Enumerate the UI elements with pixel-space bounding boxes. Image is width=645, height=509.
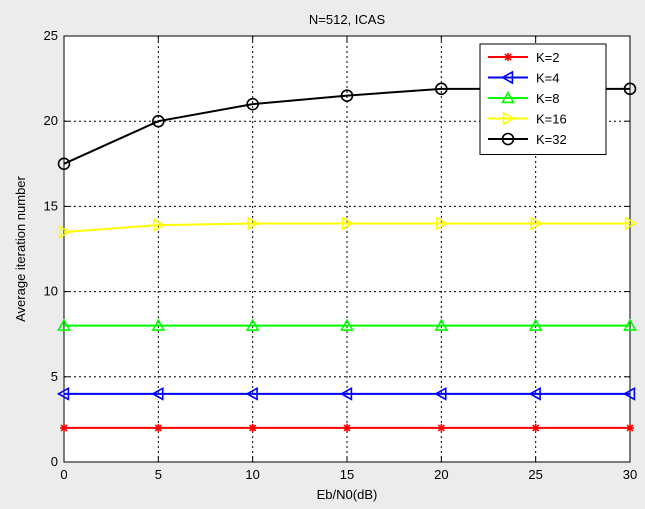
series-k-16 [58,216,638,239]
series-layer [56,82,638,432]
marker-stroke [437,423,446,432]
legend-marker [504,53,512,61]
legend-label: K=4 [536,71,560,86]
marker-stroke [60,423,68,432]
legend-label: K=16 [536,112,567,127]
data-point [343,423,351,432]
data-point [626,423,634,432]
x-axis-label: Eb/N0(dB) [317,487,378,502]
legend-marker [501,90,515,104]
data-point [528,318,543,331]
data-point [151,386,164,401]
legend-item: K=8 [488,90,560,106]
data-point [153,218,166,233]
data-point [56,386,70,401]
data-point [247,216,260,231]
data-point [152,114,165,128]
data-point [623,318,637,331]
series-k-8 [57,318,637,331]
marker-stroke [154,423,163,432]
y-tick-label: 0 [51,454,58,469]
chart-title: N=512, ICAS [309,12,386,27]
legend-marker [501,132,515,146]
y-tick-label: 15 [44,198,58,213]
data-point [530,216,543,231]
data-point [57,318,71,331]
legend-label: K=8 [536,91,560,106]
y-tick-label: 20 [44,113,58,128]
series-k-2 [60,423,634,432]
data-point [435,82,448,96]
legend-label: K=2 [536,50,560,65]
data-point [624,216,638,231]
series-k-4 [56,386,636,401]
data-point [154,423,163,432]
data-point [434,318,449,331]
legend-item: K=2 [488,50,560,65]
data-point [151,318,166,331]
legend-item: K=32 [488,132,567,147]
legend-marker [500,70,514,85]
y-tick-label: 25 [44,28,58,43]
x-tick-label: 5 [155,467,162,482]
data-point [434,386,447,401]
data-point [60,423,68,432]
data-point [245,386,258,401]
data-point [58,225,72,239]
data-point [623,82,637,96]
x-tick-label: 25 [528,467,542,482]
legend-box [479,43,607,155]
axis-ticks: 0 5 10 15 20 25 30 0 5 10 15 20 25 [44,28,638,482]
y-tick-label: 10 [44,284,58,299]
data-point [246,97,259,111]
x-tick-label: 20 [434,467,448,482]
marker-stroke [343,423,351,432]
legend-item: K=16 [488,112,567,127]
data-point [340,318,354,331]
data-point [245,318,260,331]
marker-stroke [531,423,540,432]
legend-item: K=4 [488,71,560,86]
legend-label: K=32 [536,132,567,147]
data-point [341,216,355,231]
data-point [248,423,257,432]
x-tick-label: 10 [245,467,259,482]
marker-stroke [504,53,512,61]
data-point [436,216,449,231]
x-tick-label: 30 [623,467,637,482]
y-axis-label: Average iteration number [13,175,28,321]
x-tick-label: 15 [340,467,354,482]
y-tick-label: 5 [51,369,58,384]
data-point [339,386,353,401]
marker-stroke [626,423,634,432]
series-line [63,222,630,233]
legend-marker [502,111,516,126]
data-point [622,386,636,401]
data-point [340,89,354,102]
data-point [437,423,446,432]
x-tick-label: 0 [60,467,67,482]
marker-stroke [248,423,257,432]
data-point [57,157,71,171]
data-point [531,423,540,432]
data-point [528,386,541,401]
legend: K=2 K=4 K=8 K=16 K=32 [479,43,607,155]
